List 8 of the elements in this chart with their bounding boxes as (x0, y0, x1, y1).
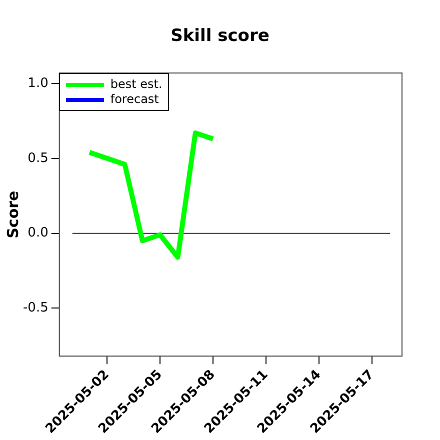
legend-label: forecast (110, 92, 159, 106)
chart-title: Skill score (170, 26, 270, 46)
y-tick-label: 0.0 (28, 226, 48, 241)
y-tick-label: -0.5 (22, 300, 48, 316)
y-tick-label: 1.0 (28, 76, 48, 91)
y-axis-title: Score (4, 190, 22, 238)
legend-label: best est. (110, 77, 162, 91)
y-tick-label: 0.5 (28, 150, 48, 166)
